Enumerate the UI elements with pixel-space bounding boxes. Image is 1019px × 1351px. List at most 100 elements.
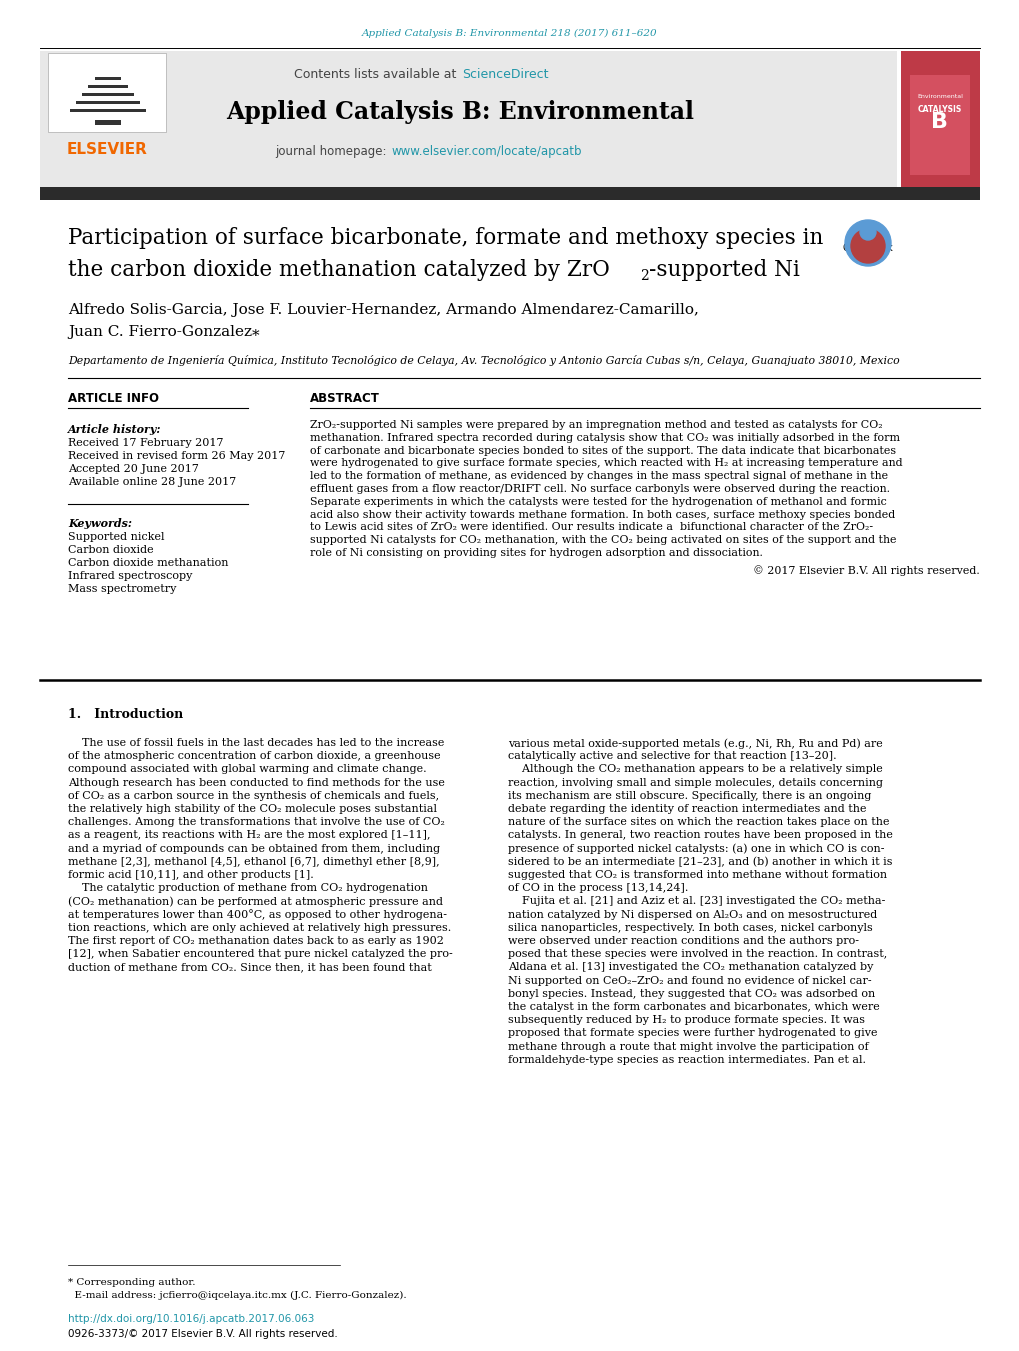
Text: and a myriad of compounds can be obtained from them, including: and a myriad of compounds can be obtaine… — [68, 843, 439, 854]
Text: Alfredo Solis-Garcia, Jose F. Louvier-Hernandez, Armando Almendarez-Camarillo,: Alfredo Solis-Garcia, Jose F. Louvier-He… — [68, 303, 698, 317]
Bar — [95, 77, 121, 80]
Bar — [82, 93, 133, 96]
Text: ScienceDirect: ScienceDirect — [462, 69, 548, 81]
Bar — [40, 186, 979, 200]
Text: ZrO₂-supported Ni samples were prepared by an impregnation method and tested as : ZrO₂-supported Ni samples were prepared … — [310, 420, 881, 430]
Text: Although the CO₂ methanation appears to be a relatively simple: Although the CO₂ methanation appears to … — [507, 765, 881, 774]
Text: Keywords:: Keywords: — [68, 517, 131, 530]
Text: to Lewis acid sites of ZrO₂ were identified. Our results indicate a  bifunctiona: to Lewis acid sites of ZrO₂ were identif… — [310, 523, 872, 532]
Text: 2: 2 — [639, 269, 648, 282]
Text: Article history:: Article history: — [68, 424, 161, 435]
Text: ELSEVIER: ELSEVIER — [66, 142, 148, 158]
Bar — [900, 51, 979, 188]
Bar — [76, 101, 140, 104]
Text: Separate experiments in which the catalysts were tested for the hydrogenation of: Separate experiments in which the cataly… — [310, 497, 886, 507]
Bar — [48, 53, 166, 132]
Text: Ni supported on CeO₂–ZrO₂ and found no evidence of nickel car-: Ni supported on CeO₂–ZrO₂ and found no e… — [507, 975, 871, 986]
Text: various metal oxide-supported metals (e.g., Ni, Rh, Ru and Pd) are: various metal oxide-supported metals (e.… — [507, 738, 881, 748]
Text: of CO₂ as a carbon source in the synthesis of chemicals and fuels,: of CO₂ as a carbon source in the synthes… — [68, 790, 439, 801]
Text: Fujita et al. [21] and Aziz et al. [23] investigated the CO₂ metha-: Fujita et al. [21] and Aziz et al. [23] … — [507, 897, 884, 907]
Text: acid also show their activity towards methane formation. In both cases, surface : acid also show their activity towards me… — [310, 509, 895, 520]
Text: Juan C. Fierro-Gonzalez⁎: Juan C. Fierro-Gonzalez⁎ — [68, 326, 260, 339]
Text: catalysts. In general, two reaction routes have been proposed in the: catalysts. In general, two reaction rout… — [507, 831, 892, 840]
Text: tion reactions, which are only achieved at relatively high pressures.: tion reactions, which are only achieved … — [68, 923, 450, 932]
Text: methane through a route that might involve the participation of: methane through a route that might invol… — [507, 1042, 868, 1051]
Text: [12], when Sabatier encountered that pure nickel catalyzed the pro-: [12], when Sabatier encountered that pur… — [68, 950, 452, 959]
Text: journal homepage:: journal homepage: — [274, 146, 389, 158]
Text: Contents lists available at: Contents lists available at — [293, 69, 460, 81]
Text: nation catalyzed by Ni dispersed on Al₂O₃ and on mesostructured: nation catalyzed by Ni dispersed on Al₂O… — [507, 909, 876, 920]
Bar — [70, 109, 146, 112]
Text: ABSTRACT: ABSTRACT — [310, 392, 379, 404]
Text: of CO in the process [13,14,24].: of CO in the process [13,14,24]. — [507, 884, 688, 893]
Text: Mass spectrometry: Mass spectrometry — [68, 584, 176, 594]
Text: were observed under reaction conditions and the authors pro-: were observed under reaction conditions … — [507, 936, 858, 946]
Text: Carbon dioxide methanation: Carbon dioxide methanation — [68, 558, 228, 567]
Text: challenges. Among the transformations that involve the use of CO₂: challenges. Among the transformations th… — [68, 817, 444, 827]
Text: proposed that formate species were further hydrogenated to give: proposed that formate species were furth… — [507, 1028, 876, 1039]
Text: as a reagent, its reactions with H₂ are the most explored [1–11],: as a reagent, its reactions with H₂ are … — [68, 831, 430, 840]
Text: the carbon dioxide methanation catalyzed by ZrO: the carbon dioxide methanation catalyzed… — [68, 259, 609, 281]
Text: effluent gases from a flow reactor/DRIFT cell. No surface carbonyls were observe: effluent gases from a flow reactor/DRIFT… — [310, 484, 890, 494]
Text: debate regarding the identity of reaction intermediates and the: debate regarding the identity of reactio… — [507, 804, 866, 815]
Text: 0926-3373/© 2017 Elsevier B.V. All rights reserved.: 0926-3373/© 2017 Elsevier B.V. All right… — [68, 1329, 337, 1339]
Text: of carbonate and bicarbonate species bonded to sites of the support. The data in: of carbonate and bicarbonate species bon… — [310, 446, 896, 455]
Text: were hydrogenated to give surface formate species, which reacted with H₂ at incr: were hydrogenated to give surface format… — [310, 458, 902, 469]
Text: Received 17 February 2017: Received 17 February 2017 — [68, 438, 223, 449]
Text: bonyl species. Instead, they suggested that CO₂ was adsorbed on: bonyl species. Instead, they suggested t… — [507, 989, 874, 998]
Text: -supported Ni: -supported Ni — [648, 259, 799, 281]
Text: (CO₂ methanation) can be performed at atmospheric pressure and: (CO₂ methanation) can be performed at at… — [68, 897, 442, 907]
Circle shape — [844, 220, 891, 266]
Text: Departamento de Ingeniería Química, Instituto Tecnológico de Celaya, Av. Tecnoló: Departamento de Ingeniería Química, Inst… — [68, 354, 899, 366]
Text: Accepted 20 June 2017: Accepted 20 June 2017 — [68, 463, 199, 474]
Text: supported Ni catalysts for CO₂ methanation, with the CO₂ being activated on site: supported Ni catalysts for CO₂ methanati… — [310, 535, 896, 546]
Text: sidered to be an intermediate [21–23], and (b) another in which it is: sidered to be an intermediate [21–23], a… — [507, 857, 892, 867]
Text: the relatively high stability of the CO₂ molecule poses substantial: the relatively high stability of the CO₂… — [68, 804, 436, 815]
Text: duction of methane from CO₂. Since then, it has been found that: duction of methane from CO₂. Since then,… — [68, 962, 431, 973]
Bar — [88, 85, 127, 88]
Text: subsequently reduced by H₂ to produce formate species. It was: subsequently reduced by H₂ to produce fo… — [507, 1015, 864, 1025]
Text: www.elsevier.com/locate/apcatb: www.elsevier.com/locate/apcatb — [391, 146, 582, 158]
Text: The catalytic production of methane from CO₂ hydrogenation: The catalytic production of methane from… — [68, 884, 428, 893]
Text: 1.   Introduction: 1. Introduction — [68, 708, 183, 721]
Text: Aldana et al. [13] investigated the CO₂ methanation catalyzed by: Aldana et al. [13] investigated the CO₂ … — [507, 962, 872, 973]
Bar — [95, 120, 121, 126]
Text: methane [2,3], methanol [4,5], ethanol [6,7], dimethyl ether [8,9],: methane [2,3], methanol [4,5], ethanol [… — [68, 857, 439, 867]
Text: reaction, involving small and simple molecules, details concerning: reaction, involving small and simple mol… — [507, 778, 882, 788]
Text: at temperatures lower than 400°C, as opposed to other hydrogena-: at temperatures lower than 400°C, as opp… — [68, 909, 446, 920]
Text: suggested that CO₂ is transformed into methane without formation: suggested that CO₂ is transformed into m… — [507, 870, 887, 880]
Text: The use of fossil fuels in the last decades has led to the increase: The use of fossil fuels in the last deca… — [68, 738, 444, 748]
Text: The first report of CO₂ methanation dates back to as early as 1902: The first report of CO₂ methanation date… — [68, 936, 443, 946]
Circle shape — [850, 230, 884, 263]
Text: the catalyst in the form carbonates and bicarbonates, which were: the catalyst in the form carbonates and … — [507, 1002, 879, 1012]
Bar — [909, 76, 969, 176]
Text: Applied Catalysis B: Environmental 218 (2017) 611–620: Applied Catalysis B: Environmental 218 (… — [362, 28, 657, 38]
Text: role of Ni consisting on providing sites for hydrogen adsorption and dissociatio: role of Ni consisting on providing sites… — [310, 549, 762, 558]
Text: formaldehyde-type species as reaction intermediates. Pan et al.: formaldehyde-type species as reaction in… — [507, 1055, 865, 1065]
Text: Environmental: Environmental — [916, 93, 962, 99]
Text: Applied Catalysis B: Environmental: Applied Catalysis B: Environmental — [226, 100, 693, 124]
Text: its mechanism are still obscure. Specifically, there is an ongoing: its mechanism are still obscure. Specifi… — [507, 790, 870, 801]
Text: catalytically active and selective for that reaction [13–20].: catalytically active and selective for t… — [507, 751, 836, 761]
Text: Available online 28 June 2017: Available online 28 June 2017 — [68, 477, 236, 486]
Text: formic acid [10,11], and other products [1].: formic acid [10,11], and other products … — [68, 870, 314, 880]
Text: CATALYSIS: CATALYSIS — [917, 105, 961, 115]
Text: compound associated with global warming and climate change.: compound associated with global warming … — [68, 765, 426, 774]
Text: E-mail address: jcfierro@iqcelaya.itc.mx (J.C. Fierro-Gonzalez).: E-mail address: jcfierro@iqcelaya.itc.mx… — [68, 1292, 407, 1300]
Text: of the atmospheric concentration of carbon dioxide, a greenhouse: of the atmospheric concentration of carb… — [68, 751, 440, 761]
Text: Received in revised form 26 May 2017: Received in revised form 26 May 2017 — [68, 451, 285, 461]
Bar — [40, 51, 896, 188]
Text: methanation. Infrared spectra recorded during catalysis show that CO₂ was initia: methanation. Infrared spectra recorded d… — [310, 432, 899, 443]
Text: posed that these species were involved in the reaction. In contrast,: posed that these species were involved i… — [507, 950, 887, 959]
Text: nature of the surface sites on which the reaction takes place on the: nature of the surface sites on which the… — [507, 817, 889, 827]
Text: Supported nickel: Supported nickel — [68, 532, 164, 542]
Text: http://dx.doi.org/10.1016/j.apcatb.2017.06.063: http://dx.doi.org/10.1016/j.apcatb.2017.… — [68, 1315, 314, 1324]
Text: silica nanoparticles, respectively. In both cases, nickel carbonyls: silica nanoparticles, respectively. In b… — [507, 923, 872, 932]
Text: Although research has been conducted to find methods for the use: Although research has been conducted to … — [68, 778, 444, 788]
Text: B: B — [930, 112, 948, 132]
Text: CrossMark: CrossMark — [842, 243, 893, 253]
Text: ARTICLE INFO: ARTICLE INFO — [68, 392, 159, 404]
Text: Carbon dioxide: Carbon dioxide — [68, 544, 154, 555]
Circle shape — [859, 224, 875, 240]
Text: presence of supported nickel catalysts: (a) one in which CO is con-: presence of supported nickel catalysts: … — [507, 843, 883, 854]
